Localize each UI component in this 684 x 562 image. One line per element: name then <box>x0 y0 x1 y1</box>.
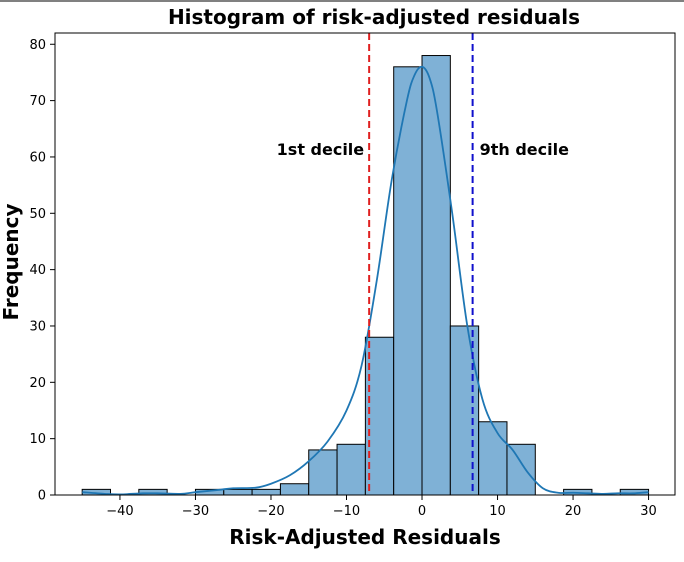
x-tick-label: 20 <box>565 504 582 519</box>
histogram-bar <box>364 336 395 496</box>
y-tick-label: 50 <box>29 207 46 222</box>
y-tick-label: 0 <box>38 489 46 504</box>
y-tick-label: 10 <box>29 432 46 447</box>
histogram-bar <box>506 443 536 496</box>
x-tick-label: 10 <box>489 504 506 519</box>
y-tick-label: 60 <box>29 150 46 165</box>
histogram-bar <box>421 55 451 496</box>
y-tick-label: 40 <box>29 263 46 278</box>
histogram-bar <box>478 421 508 496</box>
x-axis-ticks: −40 −30 −20 −10 0 10 20 30 <box>106 495 657 519</box>
x-tick-label: −10 <box>333 504 360 519</box>
histogram-bars <box>81 55 650 496</box>
decile-annotations: 1st decile 9th decile <box>277 140 569 159</box>
ninth-decile-label: 9th decile <box>480 140 570 159</box>
decile-lines <box>368 33 474 495</box>
x-tick-label: −30 <box>182 504 209 519</box>
histogram-bar <box>336 443 366 496</box>
kde-curve-group <box>82 65 649 496</box>
x-tick-label: 0 <box>418 504 426 519</box>
first-decile-label: 1st decile <box>277 140 365 159</box>
y-tick-label: 30 <box>29 319 46 334</box>
y-tick-label: 70 <box>29 94 46 109</box>
kde-curve <box>82 65 649 496</box>
y-tick-label: 80 <box>29 38 46 53</box>
y-axis-label: Frequency <box>0 203 23 320</box>
histogram-bar <box>279 483 310 496</box>
histogram-bar <box>393 66 423 496</box>
histogram-bar <box>251 488 281 496</box>
y-tick-label: 20 <box>29 376 46 391</box>
x-tick-label: −20 <box>257 504 284 519</box>
plot-area-frame <box>54 32 676 496</box>
histogram-bar <box>449 325 480 496</box>
x-axis-label: Risk-Adjusted Residuals <box>229 525 501 549</box>
chart-title: Histogram of risk-adjusted residuals <box>168 5 580 29</box>
histogram-bar <box>223 488 253 496</box>
x-tick-label: −40 <box>106 504 133 519</box>
y-axis-ticks: 0 10 20 30 40 50 60 70 80 <box>29 38 55 504</box>
x-tick-label: 30 <box>640 504 657 519</box>
